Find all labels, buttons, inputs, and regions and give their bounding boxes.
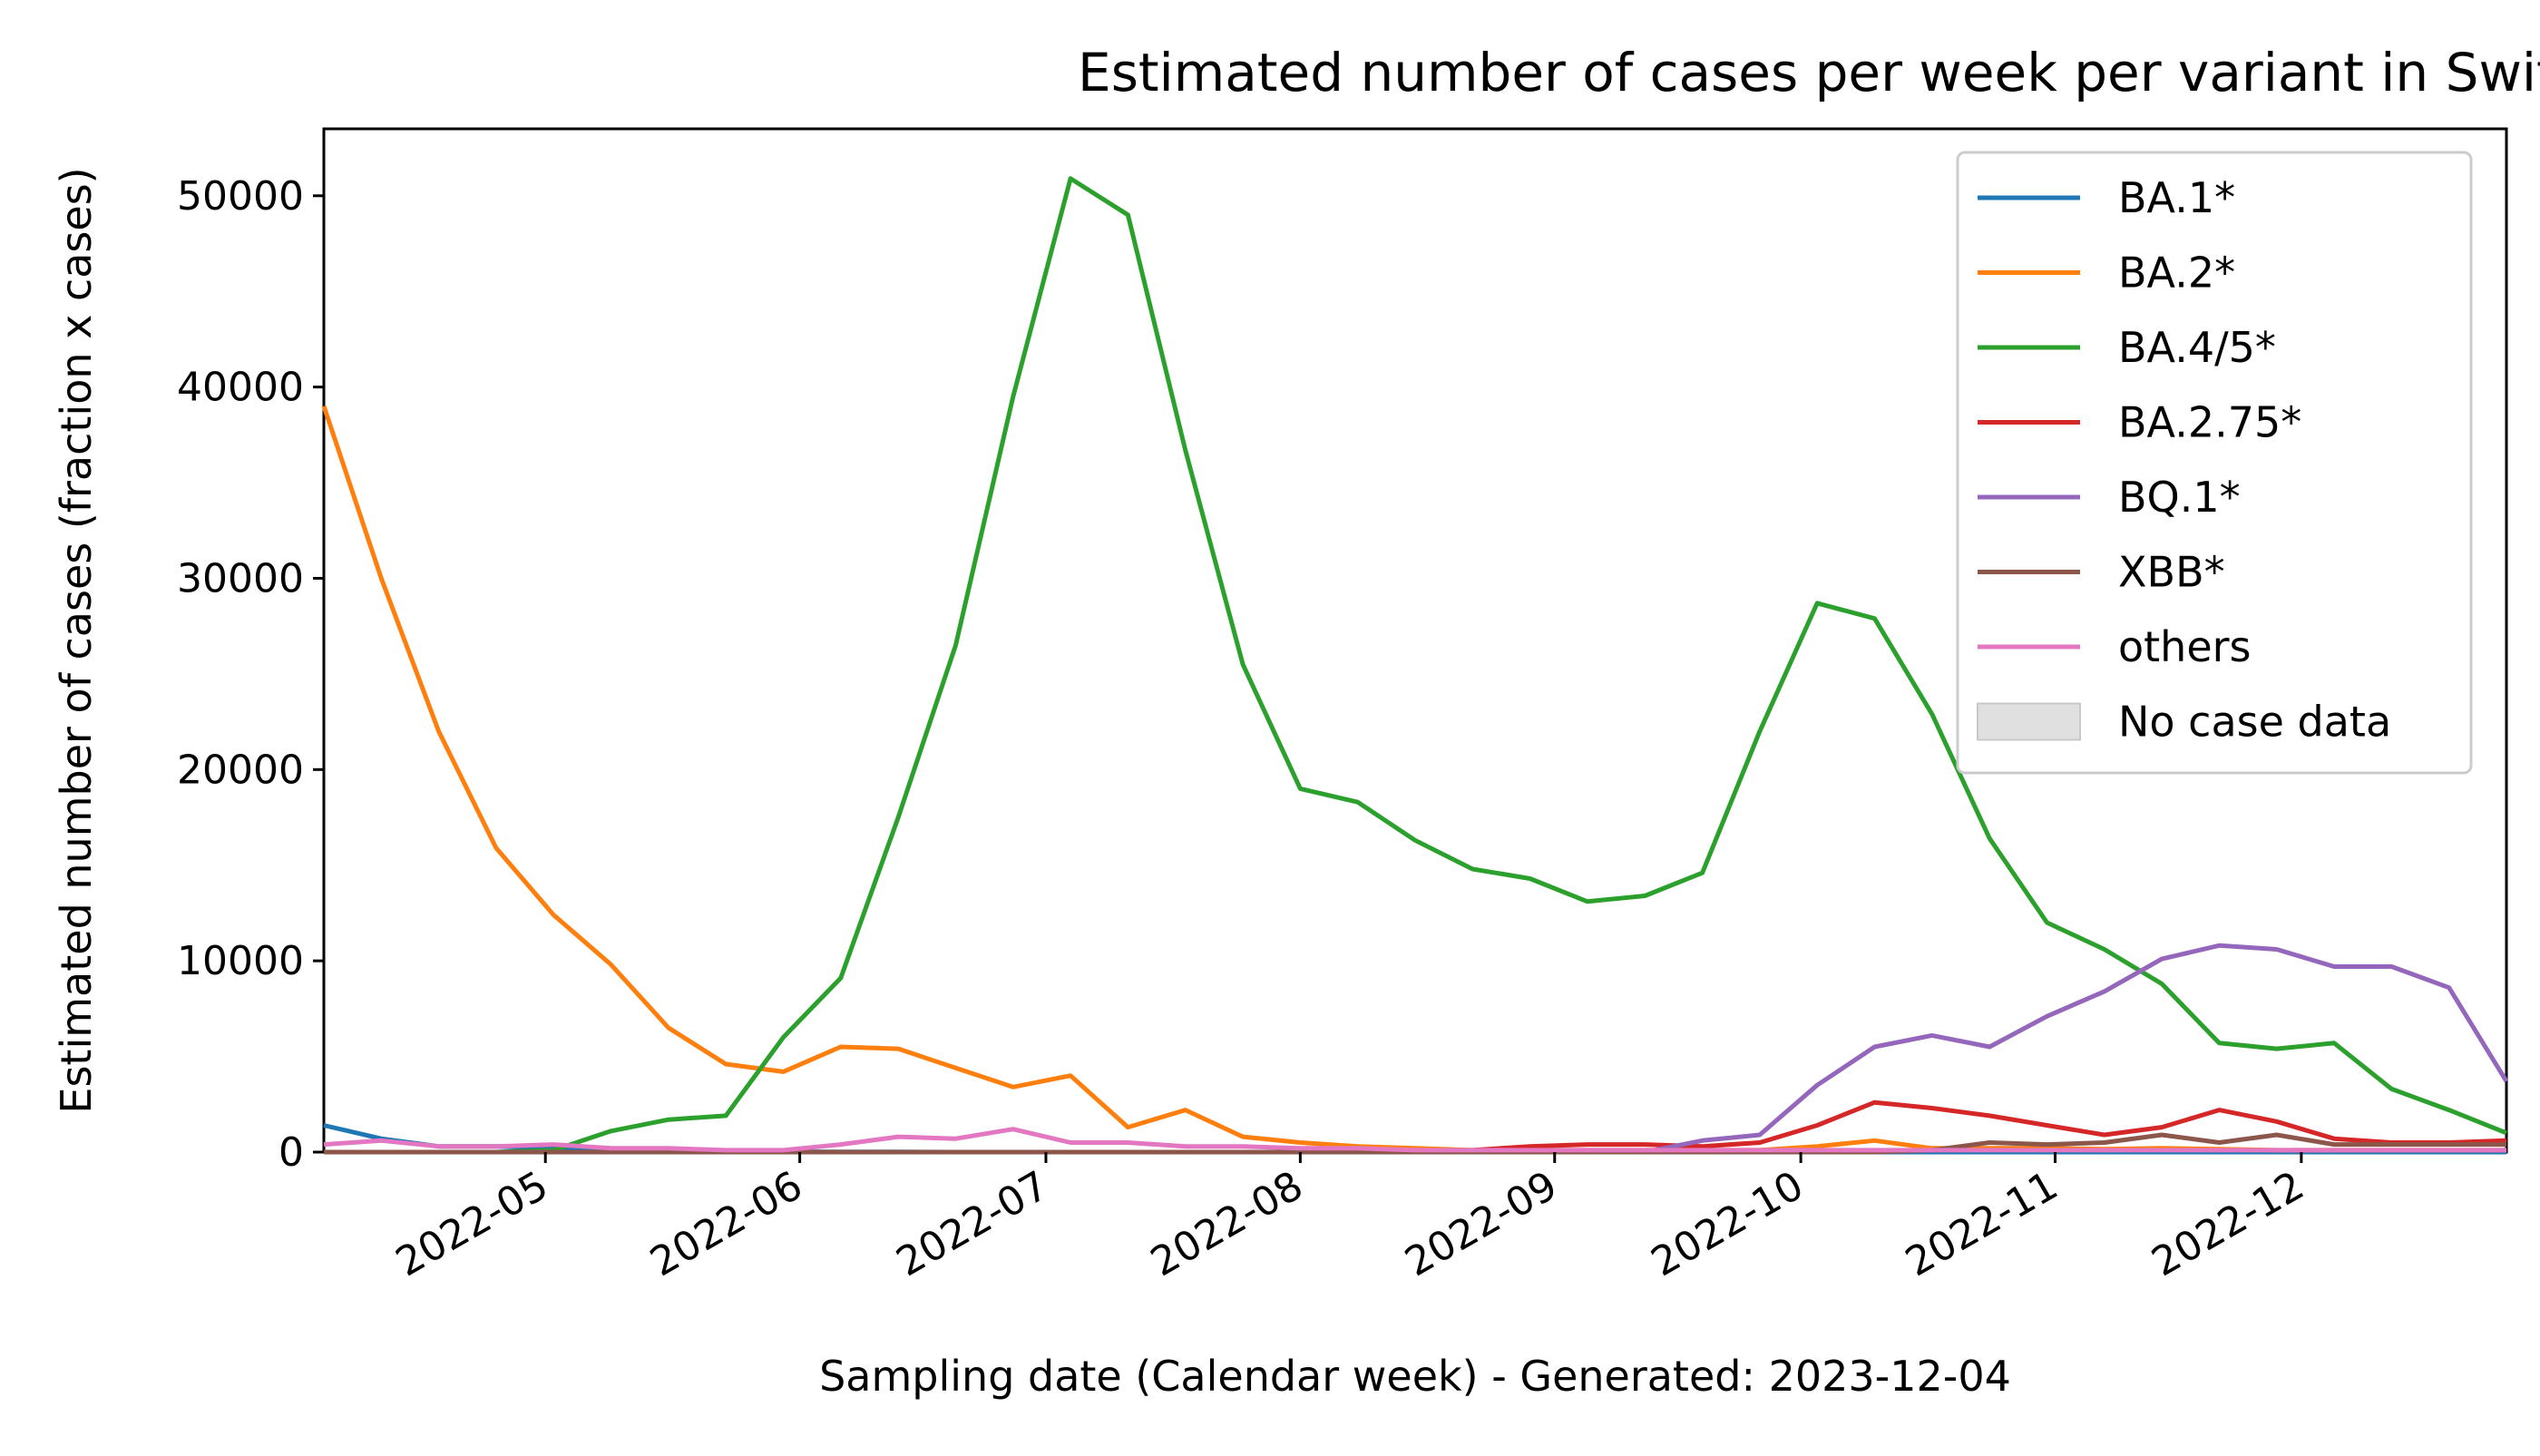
legend-label-no-case-data: No case data	[2118, 698, 2391, 747]
x-tick-label: 2022-11	[1898, 1162, 2066, 1285]
x-tick-label: 2022-10	[1644, 1162, 1812, 1285]
y-axis: 0 10000 20000 30000 40000 50000	[177, 173, 324, 1176]
series-layer	[321, 176, 2509, 1155]
y-tick-label: 10000	[177, 938, 304, 984]
legend-label: BA.2*	[2118, 249, 2235, 298]
legend-label: BQ.1*	[2118, 473, 2241, 522]
legend: BA.1* BA.2* BA.4/5* BA.2.75* BQ.1* XBB* others…	[1956, 151, 2473, 775]
legend-label: others	[2118, 622, 2252, 671]
legend-label: BA.4/5*	[2118, 323, 2276, 372]
y-tick-label: 0	[278, 1129, 304, 1176]
x-axis-label: Sampling date (Calendar week) - Generate…	[819, 1352, 2011, 1401]
x-axis: 2022-05 2022-06 2022-07 2022-08 2022-09 2022-…	[388, 1152, 2311, 1285]
x-tick-label: 2022-06	[642, 1162, 810, 1285]
y-axis-label: Estimated number of cases (fraction x ca…	[52, 167, 101, 1113]
legend-swatch-no-case-data	[1977, 702, 2081, 741]
series-line	[323, 1127, 2506, 1153]
y-tick-label: 20000	[177, 747, 304, 793]
x-tick-label: 2022-12	[2144, 1162, 2312, 1285]
x-tick-label: 2022-08	[1143, 1162, 1311, 1285]
legend-label: XBB*	[2118, 548, 2225, 597]
legend-label: BA.2.75*	[2118, 398, 2301, 447]
x-tick-label: 2022-09	[1398, 1162, 1566, 1285]
x-tick-label: 2022-07	[889, 1162, 1057, 1285]
legend-box	[1956, 151, 2473, 775]
y-tick-label: 30000	[177, 555, 304, 601]
x-tick-label: 2022-05	[388, 1162, 556, 1285]
y-tick-label: 40000	[177, 365, 304, 411]
y-tick-label: 50000	[177, 173, 304, 220]
chart-title: Estimated number of cases per week per v…	[1078, 42, 2540, 103]
legend-label: BA.1*	[2118, 173, 2235, 222]
series-line	[324, 1099, 2507, 1155]
